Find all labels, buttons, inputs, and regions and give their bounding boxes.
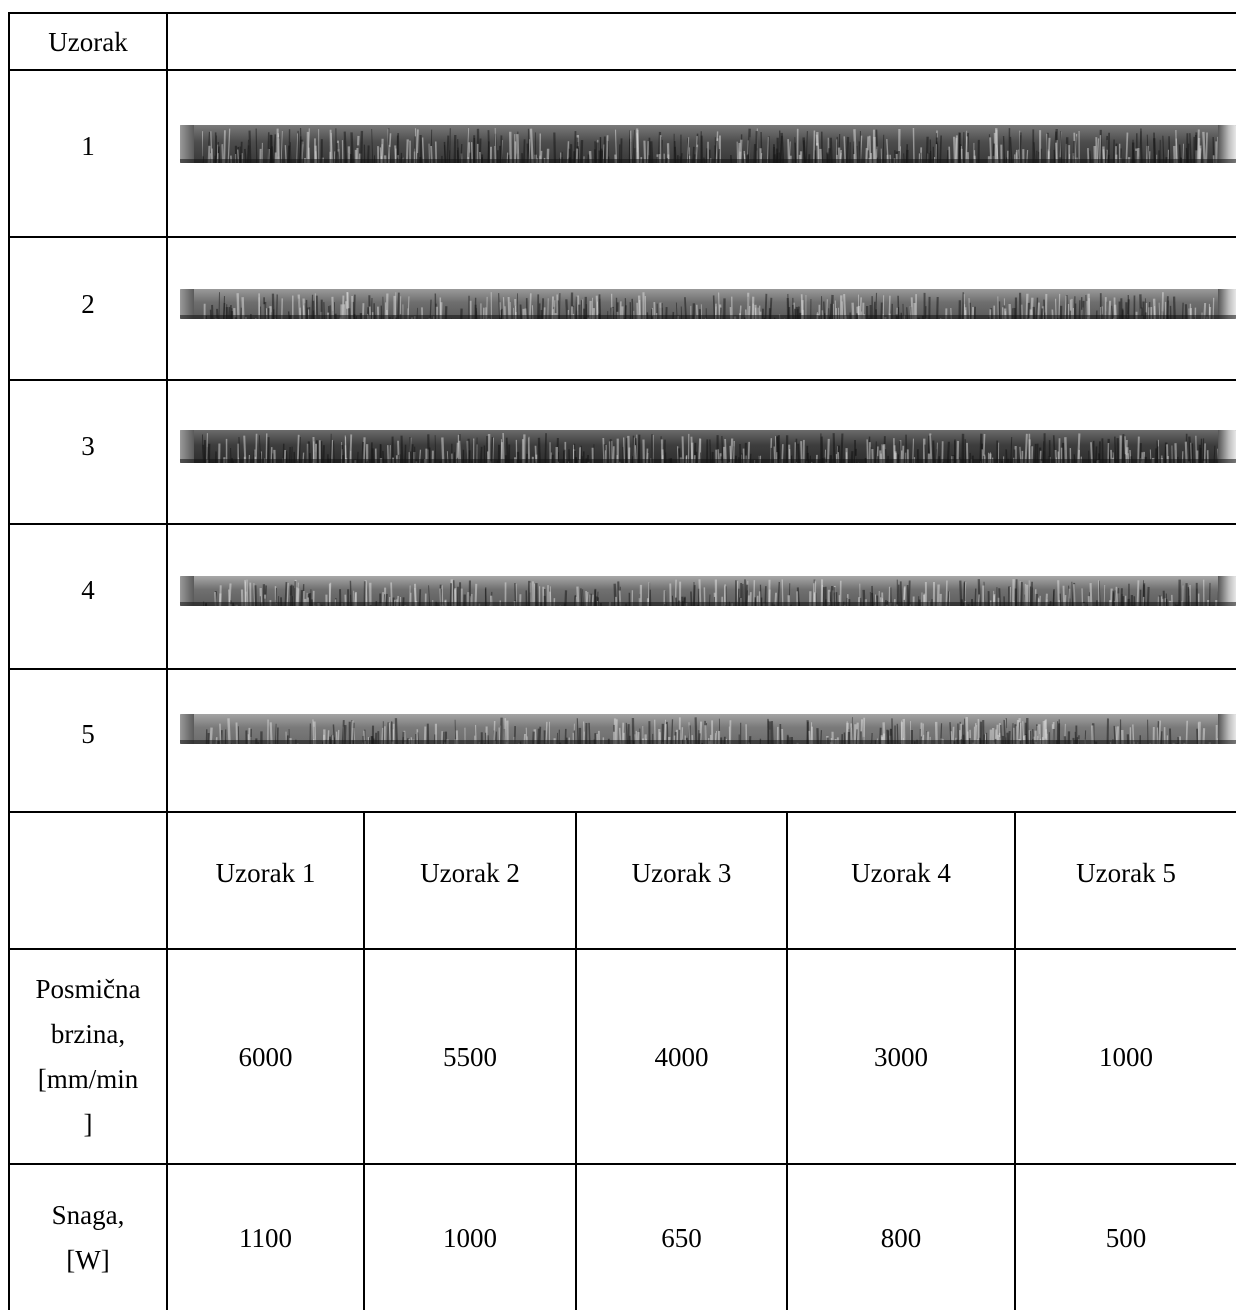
column-header: Uzorak 5 bbox=[1076, 858, 1176, 888]
table-rule bbox=[8, 523, 1236, 525]
table-cell: 4000 bbox=[654, 1041, 709, 1072]
sample-label: 5 bbox=[81, 719, 95, 749]
table-cell: 1000 bbox=[443, 1222, 497, 1253]
specimen-photo bbox=[180, 576, 1236, 606]
header-label: Uzorak bbox=[48, 26, 128, 57]
row-label-line: [mm/min bbox=[37, 1063, 139, 1094]
table-cell: 5500 bbox=[443, 1041, 497, 1072]
table-border-left bbox=[8, 12, 10, 1310]
specimen-photo bbox=[180, 289, 1236, 319]
row-label-line: Snaga, bbox=[51, 1199, 125, 1230]
table-rule bbox=[8, 379, 1236, 381]
table-cell: 500 bbox=[1105, 1222, 1147, 1253]
table-rule bbox=[8, 948, 1236, 950]
table-column-rule bbox=[166, 12, 168, 1310]
table-cell: 1000 bbox=[1099, 1041, 1153, 1072]
column-header: Uzorak 3 bbox=[631, 858, 732, 888]
table-rule bbox=[8, 811, 1236, 813]
specimen-photo bbox=[180, 125, 1236, 163]
row-label-power: Snaga, [W] bbox=[10, 1165, 166, 1310]
column-header: Uzorak 1 bbox=[215, 858, 316, 888]
row-label-feed-rate: Posmična brzina, [mm/min ] bbox=[10, 950, 166, 1163]
table-cell: 800 bbox=[880, 1222, 922, 1253]
column-header: Uzorak 2 bbox=[420, 858, 520, 888]
table-cell: 650 bbox=[661, 1222, 702, 1253]
sample-label: 1 bbox=[81, 131, 95, 161]
table-cell: 1100 bbox=[239, 1222, 292, 1253]
table-cell: 3000 bbox=[874, 1041, 928, 1072]
table-rule bbox=[8, 69, 1236, 71]
sample-label: 4 bbox=[81, 575, 95, 605]
specimen-photo bbox=[180, 430, 1236, 463]
sample-label: 2 bbox=[81, 289, 95, 319]
table-cell: 6000 bbox=[238, 1041, 293, 1072]
column-header: Uzorak 4 bbox=[851, 858, 951, 888]
table-column-rule bbox=[786, 811, 788, 1310]
table-rule bbox=[8, 1163, 1236, 1165]
specimen-photo bbox=[180, 714, 1236, 744]
row-label-line: [W] bbox=[66, 1244, 110, 1275]
row-label-line: Posmična bbox=[35, 973, 141, 1004]
sample-label: 3 bbox=[81, 431, 95, 461]
row-label-line: brzina, bbox=[50, 1018, 126, 1049]
row-label-line: ] bbox=[83, 1108, 93, 1139]
table-rule bbox=[8, 668, 1236, 670]
table-column-rule bbox=[575, 811, 577, 1310]
table-border-top bbox=[8, 12, 1236, 14]
table-column-rule bbox=[1014, 811, 1016, 1310]
table-column-rule bbox=[363, 811, 365, 1310]
table-rule bbox=[8, 236, 1236, 238]
